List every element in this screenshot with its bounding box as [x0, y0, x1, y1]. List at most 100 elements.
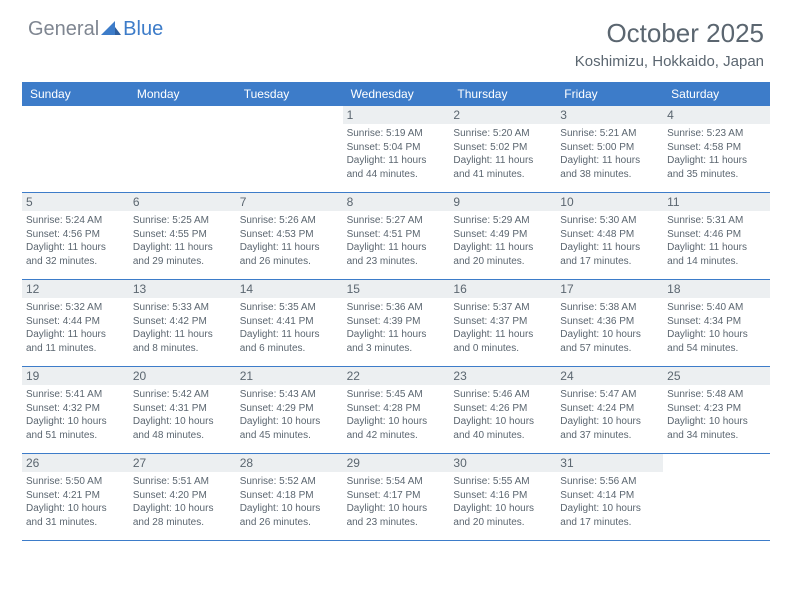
sunrise-line: Sunrise: 5:25 AM [133, 214, 232, 228]
daylight2-line: and 35 minutes. [667, 168, 766, 182]
sunset-line: Sunset: 4:39 PM [347, 315, 446, 329]
sunrise-line: Sunrise: 5:27 AM [347, 214, 446, 228]
daylight1-line: Daylight: 11 hours [133, 241, 232, 255]
day-cell [663, 454, 770, 540]
daylight2-line: and 48 minutes. [133, 429, 232, 443]
sunset-line: Sunset: 4:41 PM [240, 315, 339, 329]
day-cell: 4Sunrise: 5:23 AMSunset: 4:58 PMDaylight… [663, 106, 770, 192]
day-cell: 22Sunrise: 5:45 AMSunset: 4:28 PMDayligh… [343, 367, 450, 453]
daylight2-line: and 31 minutes. [26, 516, 125, 530]
day-info: Sunrise: 5:56 AMSunset: 4:14 PMDaylight:… [560, 475, 659, 529]
sunset-line: Sunset: 4:17 PM [347, 489, 446, 503]
day-info: Sunrise: 5:33 AMSunset: 4:42 PMDaylight:… [133, 301, 232, 355]
sunrise-line: Sunrise: 5:42 AM [133, 388, 232, 402]
day-number: 27 [129, 454, 236, 472]
sunset-line: Sunset: 4:56 PM [26, 228, 125, 242]
daylight2-line: and 23 minutes. [347, 255, 446, 269]
day-number: 22 [343, 367, 450, 385]
daylight2-line: and 51 minutes. [26, 429, 125, 443]
day-cell: 3Sunrise: 5:21 AMSunset: 5:00 PMDaylight… [556, 106, 663, 192]
sunset-line: Sunset: 4:29 PM [240, 402, 339, 416]
day-cell: 2 Sunrise: 5:20 AMSunset: 5:02 PMDaylight… [449, 106, 556, 192]
day-cell: 17Sunrise: 5:38 AMSunset: 4:36 PMDayligh… [556, 280, 663, 366]
day-info: Sunrise: 5:37 AMSunset: 4:37 PMDaylight:… [453, 301, 552, 355]
week-row: 19Sunrise: 5:41 AMSunset: 4:32 PMDayligh… [22, 367, 770, 454]
day-info: Sunrise: 5:35 AMSunset: 4:41 PMDaylight:… [240, 301, 339, 355]
logo: General Blue [28, 18, 163, 41]
day-info: Sunrise: 5:26 AMSunset: 4:53 PMDaylight:… [240, 214, 339, 268]
weeks-container: 1Sunrise: 5:19 AMSunset: 5:04 PMDaylight… [22, 106, 770, 541]
daylight1-line: Daylight: 11 hours [667, 241, 766, 255]
sunset-line: Sunset: 4:32 PM [26, 402, 125, 416]
sunrise-line: Sunrise: 5:19 AM [347, 127, 446, 141]
sunrise-line: Sunrise: 5:24 AM [26, 214, 125, 228]
daylight2-line: and 3 minutes. [347, 342, 446, 356]
day-number: 4 [663, 106, 770, 124]
daylight2-line: and 41 minutes. [453, 168, 552, 182]
week-row: 26Sunrise: 5:50 AMSunset: 4:21 PMDayligh… [22, 454, 770, 541]
day-info: Sunrise: 5:40 AMSunset: 4:34 PMDaylight:… [667, 301, 766, 355]
day-number: 19 [22, 367, 129, 385]
day-number: 31 [556, 454, 663, 472]
sunset-line: Sunset: 4:42 PM [133, 315, 232, 329]
sunset-line: Sunset: 4:14 PM [560, 489, 659, 503]
daylight1-line: Daylight: 10 hours [453, 502, 552, 516]
sunrise-line: Sunrise: 5:46 AM [453, 388, 552, 402]
sunrise-line: Sunrise: 5:43 AM [240, 388, 339, 402]
day-number: 2 [449, 106, 556, 124]
sunrise-line: Sunrise: 5:41 AM [26, 388, 125, 402]
month-title: October 2025 [575, 18, 764, 49]
day-cell: 16Sunrise: 5:37 AMSunset: 4:37 PMDayligh… [449, 280, 556, 366]
daylight2-line: and 44 minutes. [347, 168, 446, 182]
day-info: Sunrise: 5:41 AMSunset: 4:32 PMDaylight:… [26, 388, 125, 442]
day-cell: 25Sunrise: 5:48 AMSunset: 4:23 PMDayligh… [663, 367, 770, 453]
logo-triangle-icon [101, 19, 121, 40]
daylight2-line: and 6 minutes. [240, 342, 339, 356]
day-number: 30 [449, 454, 556, 472]
day-number: 18 [663, 280, 770, 298]
weekday-header: Tuesday [236, 82, 343, 106]
weekday-header: Sunday [22, 82, 129, 106]
day-info: Sunrise: 5:20 AMSunset: 5:02 PMDaylight:… [453, 127, 552, 181]
day-info: Sunrise: 5:30 AMSunset: 4:48 PMDaylight:… [560, 214, 659, 268]
daylight2-line: and 8 minutes. [133, 342, 232, 356]
day-number: 14 [236, 280, 343, 298]
day-number: 13 [129, 280, 236, 298]
day-cell: 14 Sunrise: 5:35 AMSunset: 4:41 PMDayligh… [236, 280, 343, 366]
daylight2-line: and 34 minutes. [667, 429, 766, 443]
daylight2-line: and 0 minutes. [453, 342, 552, 356]
sunset-line: Sunset: 4:23 PM [667, 402, 766, 416]
day-number: 25 [663, 367, 770, 385]
daylight1-line: Daylight: 10 hours [453, 415, 552, 429]
sunset-line: Sunset: 4:46 PM [667, 228, 766, 242]
day-number: 24 [556, 367, 663, 385]
daylight1-line: Daylight: 10 hours [560, 415, 659, 429]
day-info: Sunrise: 5:50 AMSunset: 4:21 PMDaylight:… [26, 475, 125, 529]
sunset-line: Sunset: 4:36 PM [560, 315, 659, 329]
sunset-line: Sunset: 4:44 PM [26, 315, 125, 329]
sunrise-line: Sunrise: 5:50 AM [26, 475, 125, 489]
sunrise-line: Sunrise: 5:37 AM [453, 301, 552, 315]
day-cell: 24Sunrise: 5:47 AMSunset: 4:24 PMDayligh… [556, 367, 663, 453]
daylight2-line: and 29 minutes. [133, 255, 232, 269]
sunset-line: Sunset: 4:20 PM [133, 489, 232, 503]
day-cell: 10Sunrise: 5:30 AMSunset: 4:48 PMDayligh… [556, 193, 663, 279]
day-number: 20 [129, 367, 236, 385]
sunset-line: Sunset: 4:16 PM [453, 489, 552, 503]
weekday-header: Thursday [449, 82, 556, 106]
day-cell: 5Sunrise: 5:24 AMSunset: 4:56 PMDaylight… [22, 193, 129, 279]
sunrise-line: Sunrise: 5:20 AM [453, 127, 552, 141]
day-cell: 20Sunrise: 5:42 AMSunset: 4:31 PMDayligh… [129, 367, 236, 453]
sunset-line: Sunset: 4:48 PM [560, 228, 659, 242]
sunset-line: Sunset: 4:53 PM [240, 228, 339, 242]
sunset-line: Sunset: 4:18 PM [240, 489, 339, 503]
sunrise-line: Sunrise: 5:51 AM [133, 475, 232, 489]
daylight1-line: Daylight: 10 hours [26, 502, 125, 516]
logo-text-blue: Blue [123, 18, 163, 41]
daylight2-line: and 26 minutes. [240, 516, 339, 530]
daylight1-line: Daylight: 11 hours [453, 241, 552, 255]
daylight2-line: and 14 minutes. [667, 255, 766, 269]
sunrise-line: Sunrise: 5:47 AM [560, 388, 659, 402]
day-number: 15 [343, 280, 450, 298]
daylight2-line: and 23 minutes. [347, 516, 446, 530]
